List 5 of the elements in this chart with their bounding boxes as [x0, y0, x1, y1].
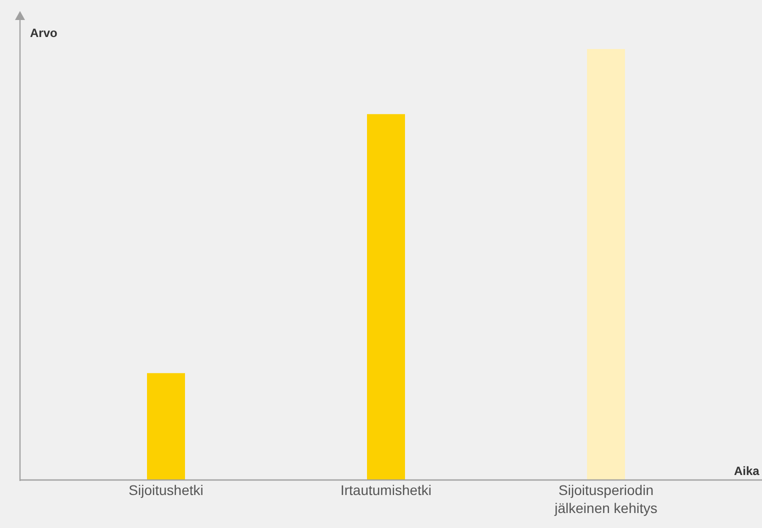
x-tick-label: Sijoitusperiodin jälkeinen kehitys	[554, 482, 658, 516]
x-axis-title: Aika	[734, 464, 760, 478]
x-tick-label: Irtautumishetki	[340, 482, 432, 498]
x-tick-label: Sijoitushetki	[128, 482, 204, 498]
y-axis-title: Arvo	[30, 26, 58, 40]
